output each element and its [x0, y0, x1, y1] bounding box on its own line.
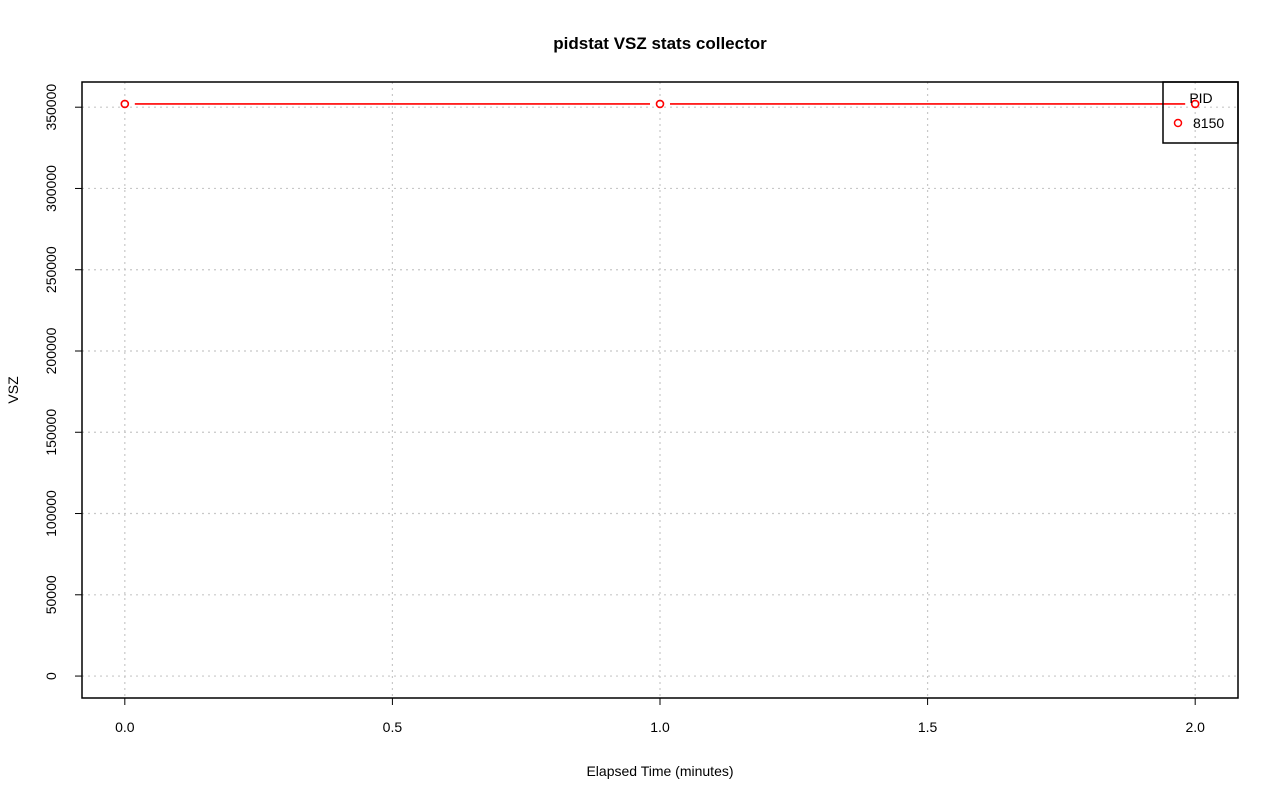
y-tick-label: 50000: [43, 575, 59, 614]
y-tick-label: 150000: [43, 409, 59, 456]
y-tick-label: 250000: [43, 246, 59, 293]
x-axis: 0.0 0.5 1.0 1.5 2.0: [115, 698, 1205, 735]
series: [120, 99, 1200, 109]
y-axis: 0 50000 100000 150000 200000 250000 300000 3500…: [43, 84, 82, 680]
legend-box: [1162, 81, 1239, 144]
data-point: [1190, 99, 1200, 109]
y-axis-label: VSZ: [5, 376, 21, 404]
grid: [82, 82, 1238, 698]
x-tick-label: 0.5: [383, 719, 403, 735]
y-tick-label: 200000: [43, 327, 59, 374]
x-tick-label: 0.0: [115, 719, 135, 735]
y-tick-label: 300000: [43, 165, 59, 212]
y-tick-label: 0: [43, 672, 59, 680]
data-point: [120, 99, 130, 109]
legend: PID 8150: [1162, 81, 1239, 144]
y-tick-label: 350000: [43, 84, 59, 131]
x-tick-label: 2.0: [1185, 719, 1205, 735]
x-tick-label: 1.5: [918, 719, 938, 735]
y-tick-label: 100000: [43, 490, 59, 537]
legend-marker: [1173, 118, 1183, 128]
x-tick-label: 1.0: [650, 719, 670, 735]
chart-title: pidstat VSZ stats collector: [553, 34, 767, 53]
x-axis-label: Elapsed Time (minutes): [586, 763, 733, 779]
legend-entry-8150: 8150: [1193, 115, 1224, 131]
legend-title: PID: [1189, 90, 1212, 106]
data-point: [655, 99, 665, 109]
